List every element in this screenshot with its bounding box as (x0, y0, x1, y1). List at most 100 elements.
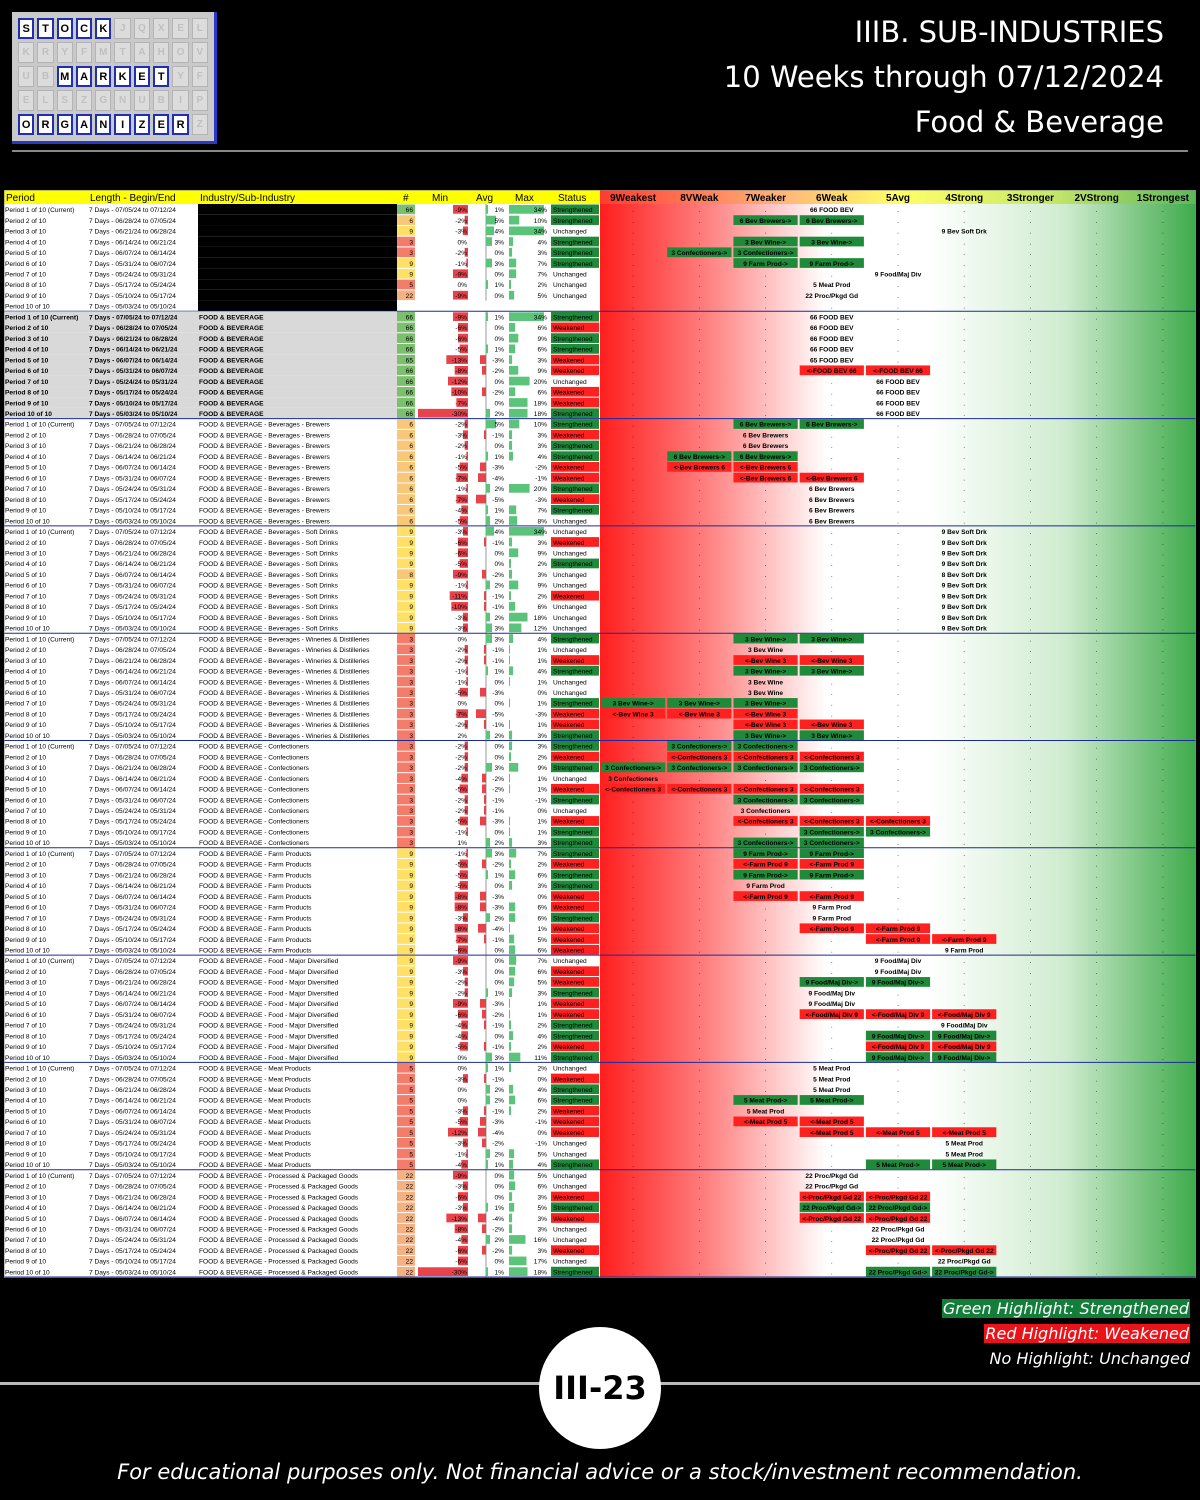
row-avg: -3% (492, 819, 504, 826)
rank-dot: . (1162, 733, 1164, 740)
avg-bar (478, 473, 486, 482)
col-header-rank: 9Weakest (610, 193, 657, 204)
aggregate-row-bg (4, 322, 397, 333)
max-bar (509, 602, 516, 611)
logo-filler-tile: L (191, 18, 208, 39)
rank-dot: . (765, 1012, 767, 1019)
rank-dot: . (1030, 862, 1032, 869)
count-cell (397, 290, 415, 301)
rank-cell-red (799, 1009, 864, 1019)
row-status: Strengthened (553, 733, 593, 740)
rank-dot: . (963, 679, 965, 686)
ranking-table-svg: Period Length - Begin/End Industry/Sub-Ind… (4, 190, 1196, 1278)
rank-dot: . (1162, 1205, 1164, 1212)
rank-cell-label: 9 Farm Prod-> (743, 851, 788, 858)
rank-dot: . (1162, 1269, 1164, 1276)
row-status: Unchanged (553, 583, 587, 590)
rank-dot: . (831, 808, 833, 815)
row-min: -6% (455, 540, 467, 547)
row-industry: FOOD & BEVERAGE - Processed & Packaged G… (199, 1269, 359, 1276)
row-count: 9 (409, 1033, 413, 1040)
rank-dot: . (1162, 1194, 1164, 1201)
row-industry: FOOD & BEVERAGE - Beverages - Wineries &… (199, 701, 370, 708)
min-bar (459, 516, 468, 525)
count-cell (397, 1256, 415, 1266)
row-count: 9 (409, 593, 413, 600)
row-count: 9 (409, 1055, 413, 1062)
row-status: Unchanged (553, 518, 587, 525)
rank-dot: . (632, 894, 634, 901)
rank-dot: . (831, 293, 833, 300)
avg-bar (476, 494, 486, 504)
rank-dot: . (632, 368, 634, 375)
row-min: -5% (455, 690, 467, 697)
rank-dot: . (698, 325, 700, 332)
rank-cell-red (733, 472, 798, 483)
rank-dot: . (1162, 572, 1164, 579)
rank-dot: . (698, 1119, 700, 1126)
row-status: Unchanged (553, 379, 587, 386)
rank-cell-green (799, 215, 864, 225)
rank-dot: . (1096, 207, 1098, 214)
row-max: 34% (534, 229, 547, 236)
rank-dot: . (1096, 915, 1098, 922)
row-avg: 2% (494, 583, 504, 590)
rank-dot: . (698, 282, 700, 289)
row-max: 3% (537, 990, 547, 997)
rank-dot: . (765, 486, 767, 493)
row-length: 7 Days - 05/17/24 to 05/24/24 (89, 711, 176, 718)
row-min: -1% (455, 454, 467, 461)
rank-dot: . (831, 1066, 833, 1073)
row-industry: FOOD & BEVERAGE - Farm Products (199, 937, 312, 944)
row-industry: FOOD & BEVERAGE - Farm Products (199, 883, 312, 890)
row-status: Weakened (553, 1248, 585, 1255)
row-period: Period 5 of 10 (5, 1216, 46, 1223)
logo-letter: O (56, 18, 73, 39)
rank-cell-green (601, 698, 666, 708)
rank-cell-label: <-Bev Brewers 6 (674, 465, 726, 472)
row-period: Period 4 of 10 (5, 776, 46, 783)
row-status: Strengthened (553, 443, 593, 450)
status-bg-red (551, 1105, 599, 1116)
rank-dot: . (1162, 1237, 1164, 1244)
row-period: Period 7 of 10 (5, 1130, 46, 1137)
row-industry: FOOD & BEVERAGE - Confectioners (199, 787, 310, 794)
max-bar (509, 762, 519, 772)
rank-dot: . (897, 443, 899, 450)
max-bar (509, 1181, 516, 1191)
row-min: -6% (455, 1012, 467, 1019)
rank-dot: . (897, 1119, 899, 1126)
rank-header-bar (600, 190, 1196, 204)
rank-dot: . (831, 744, 833, 751)
max-bar (509, 880, 513, 890)
rank-cell-red (932, 1245, 997, 1256)
rank-dot: . (897, 325, 899, 332)
rank-dot: . (632, 454, 634, 461)
min-bar (453, 269, 468, 279)
max-bar (509, 1063, 512, 1073)
rank-dot: . (1096, 593, 1098, 600)
rank-dot: . (1162, 669, 1164, 676)
rank-dot: . (831, 615, 833, 622)
rank-cell-label: <-Bev Brewers 6 (806, 475, 858, 482)
rank-dot: . (1162, 711, 1164, 718)
rank-dot: . (632, 1237, 634, 1244)
rank-dot: . (632, 937, 634, 944)
rank-dot: . (698, 647, 700, 654)
logo-filler-tile: K (18, 42, 35, 63)
count-cell (397, 751, 415, 762)
row-status: Weakened (553, 948, 585, 955)
rank-cell-label: <-Farm Prod 9 (876, 926, 921, 933)
row-industry: FOOD & BEVERAGE - Food - Major Diversifi… (199, 1044, 339, 1051)
rank-dot: . (1030, 1173, 1032, 1180)
row-max: 2% (537, 561, 547, 568)
row-min: -5% (455, 787, 467, 794)
status-bg-green (551, 483, 599, 494)
row-min: -11% (452, 593, 467, 600)
rank-dot: . (632, 808, 634, 815)
row-status: Strengthened (553, 669, 593, 676)
rank-dot: . (698, 679, 700, 686)
rank-dot: . (1162, 400, 1164, 407)
status-bg-green (551, 419, 599, 429)
rank-cell-label: <-Confectioners 3 (804, 754, 860, 761)
